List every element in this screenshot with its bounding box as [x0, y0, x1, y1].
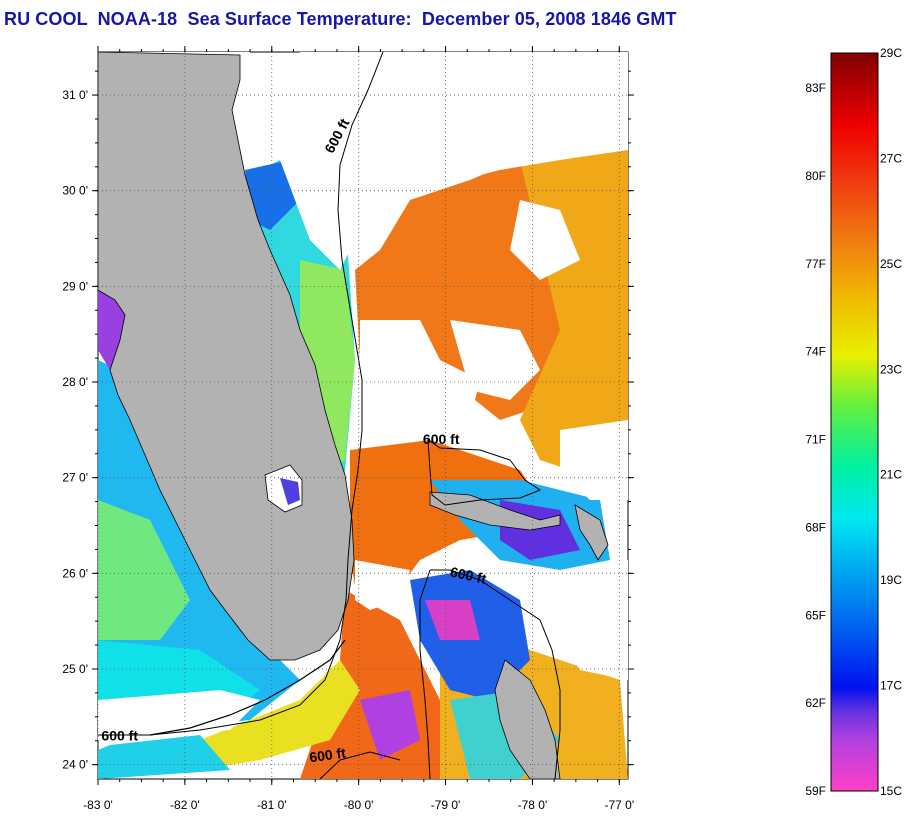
cb-c-label-0: 29C: [880, 46, 902, 60]
lon-label-5: -78 0': [518, 798, 548, 812]
cb-f-label-5: 68F: [805, 520, 826, 534]
isobath-south: [319, 751, 401, 779]
cb-f-label-3: 74F: [805, 345, 826, 359]
lat-label-3: 28 0': [62, 375, 88, 389]
florida-keys: [149, 639, 346, 736]
cb-c-label-7: 15C: [880, 784, 902, 798]
sst-blue-northeast: [245, 160, 300, 230]
sst-andros-magenta: [425, 600, 480, 640]
cloud-gulf-south: [98, 690, 260, 740]
cb-c-label-1: 27C: [880, 151, 902, 165]
cb-f-label-0: 83F: [805, 81, 826, 95]
map-axes: 31 0' 30 0' 29 0' 28 0' 27 0' 26 0' 25 0' 24 0'…: [62, 46, 634, 812]
lat-label-7: 24 0': [62, 758, 88, 772]
lat-label-2: 29 0': [62, 279, 88, 293]
cb-f-label-6: 65F: [805, 608, 826, 622]
cb-f-label-8: 59F: [805, 784, 826, 798]
lake-okeechobee-cool: [280, 478, 300, 505]
sst-keys-band: [200, 660, 360, 770]
colorbar: 83F 80F 77F 74F 71F 68F 65F 62F 59F 29C 27C 25C 23C…: [805, 46, 902, 798]
colorbar-ramp: [830, 52, 879, 792]
isobath-little-bahama: [427, 439, 542, 506]
isobath-andros-west: [419, 569, 431, 779]
grand-bahama: [429, 491, 561, 531]
lat-label-6: 25 0': [62, 662, 88, 676]
cloud-east-3: [550, 560, 628, 680]
contour-label-2: 600 ft: [449, 564, 488, 587]
map-title: RU COOL NOAA-18 Sea Surface Temperature:…: [4, 9, 677, 29]
contour-label-4: 600 ft: [308, 744, 347, 765]
land: [98, 52, 609, 779]
cb-f-label-1: 80F: [805, 169, 826, 183]
cloud-center-south: [355, 560, 410, 610]
sst-keys-cyan: [98, 735, 230, 779]
lat-label-4: 27 0': [62, 471, 88, 485]
lon-label-0: -83 0': [83, 798, 113, 812]
cb-c-label-3: 23C: [880, 362, 902, 376]
cb-c-label-5: 19C: [880, 573, 902, 587]
isobath-600ft: [98, 52, 561, 779]
cloud-mask: [98, 52, 628, 740]
andros: [494, 659, 561, 779]
lat-label-1: 30 0': [62, 184, 88, 198]
map-grid: [98, 52, 628, 779]
lat-label-5: 26 0': [62, 566, 88, 580]
lon-label-3: -80 0': [344, 798, 374, 812]
contour-label-3: 600 ft: [101, 728, 138, 744]
lat-label-0: 31 0': [62, 88, 88, 102]
cb-f-label-4: 71F: [805, 433, 826, 447]
colorbar-celsius-labels: 29C 27C 25C 23C 21C 19C 17C 15C: [880, 46, 902, 798]
cloud-north: [250, 52, 628, 270]
contour-label-1: 600 ft: [423, 431, 460, 447]
cb-c-label-2: 25C: [880, 257, 902, 271]
sst-gulf-green: [98, 500, 190, 640]
lon-label-1: -82 0': [170, 798, 200, 812]
cb-f-label-7: 62F: [805, 696, 826, 710]
cloud-east-2: [560, 420, 628, 500]
isobath-east-coast: [98, 52, 384, 736]
cloud-mid-2: [450, 320, 540, 400]
abaco: [574, 504, 609, 561]
colorbar-fahrenheit-labels: 83F 80F 77F 74F 71F 68F 65F 62F 59F: [805, 81, 826, 798]
lon-label-6: -77 0': [604, 798, 634, 812]
lon-label-4: -79 0': [431, 798, 461, 812]
cb-f-label-2: 77F: [805, 257, 826, 271]
cloud-east-1: [510, 200, 580, 280]
lon-label-2: -81 0': [257, 798, 287, 812]
cb-c-label-4: 21C: [880, 468, 902, 482]
cb-c-label-6: 17C: [880, 679, 902, 693]
sst-green-east-coast: [300, 260, 355, 470]
sst-sw-purple: [360, 690, 420, 760]
isobath-great-bahama: [430, 569, 561, 779]
cloud-mid-1: [360, 320, 480, 440]
